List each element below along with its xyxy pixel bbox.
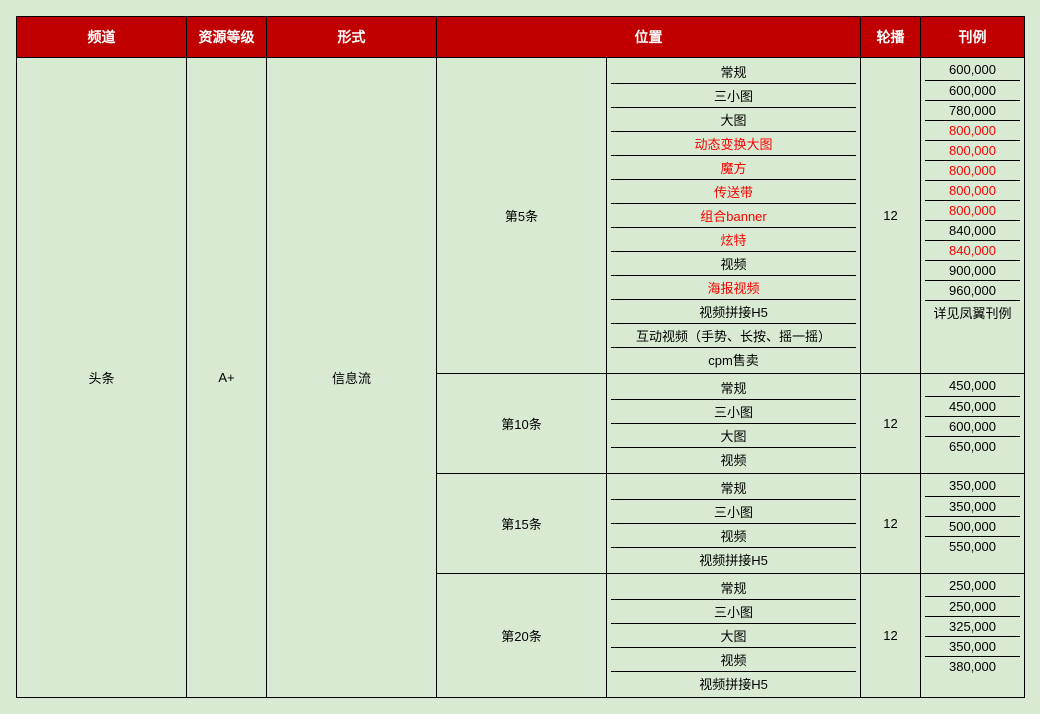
position-item: 常规	[611, 476, 856, 500]
price-cell: 600,000	[925, 416, 1020, 436]
position-item: 视频	[611, 448, 856, 472]
price-cell: 450,000	[925, 376, 1020, 396]
format-cell: 信息流	[267, 58, 437, 698]
price-cell: 550,000	[925, 536, 1020, 556]
price-cell: 350,000	[925, 496, 1020, 516]
position-item: 魔方	[611, 156, 856, 180]
price-cell: 250,000	[925, 596, 1020, 616]
price-cell: 详见凤翼刊例	[925, 300, 1020, 324]
position-item: 三小图	[611, 600, 856, 624]
rotation-cell: 12	[861, 58, 921, 374]
header-price: 刊例	[921, 17, 1025, 58]
position-item: 常规	[611, 376, 856, 400]
price-cell: 350,000	[925, 476, 1020, 496]
price-cell: 600,000	[925, 80, 1020, 100]
position-item: 传送带	[611, 180, 856, 204]
position-item: 视频拼接H5	[611, 672, 856, 696]
pricing-table: 频道 资源等级 形式 位置 轮播 刊例 头条A+信息流第5条常规三小图大图动态变…	[16, 16, 1025, 698]
price-cell: 250,000	[925, 576, 1020, 596]
header-level: 资源等级	[187, 17, 267, 58]
price-cell: 800,000	[925, 140, 1020, 160]
position-item: 组合banner	[611, 204, 856, 228]
price-cell: 800,000	[925, 120, 1020, 140]
price-cell: 500,000	[925, 516, 1020, 536]
table-row: 头条A+信息流第5条常规三小图大图动态变换大图魔方传送带组合banner炫特视频…	[17, 58, 1025, 374]
price-cell: 650,000	[925, 436, 1020, 456]
price-cell: 350,000	[925, 636, 1020, 656]
channel-cell: 头条	[17, 58, 187, 698]
position-group: 第5条	[437, 58, 607, 374]
position-item: 视频	[611, 524, 856, 548]
level-cell: A+	[187, 58, 267, 698]
position-item: 视频	[611, 648, 856, 672]
position-item: 动态变换大图	[611, 132, 856, 156]
position-group: 第15条	[437, 474, 607, 574]
price-cell: 840,000	[925, 240, 1020, 260]
position-item: 大图	[611, 108, 856, 132]
rotation-cell: 12	[861, 374, 921, 474]
price-cell: 900,000	[925, 260, 1020, 280]
position-item: cpm售卖	[611, 348, 856, 372]
position-item: 常规	[611, 576, 856, 600]
position-item: 三小图	[611, 400, 856, 424]
position-item: 视频	[611, 252, 856, 276]
price-cell: 800,000	[925, 180, 1020, 200]
price-cell: 840,000	[925, 220, 1020, 240]
position-item: 大图	[611, 424, 856, 448]
position-item: 三小图	[611, 84, 856, 108]
header-channel: 频道	[17, 17, 187, 58]
position-items: 常规三小图视频视频拼接H5	[607, 474, 861, 574]
price-cell: 800,000	[925, 160, 1020, 180]
position-item: 海报视频	[611, 276, 856, 300]
price-cell: 325,000	[925, 616, 1020, 636]
header-position: 位置	[437, 17, 861, 58]
price-cell: 380,000	[925, 656, 1020, 676]
header-rotation: 轮播	[861, 17, 921, 58]
position-item: 常规	[611, 60, 856, 84]
position-item: 视频拼接H5	[611, 300, 856, 324]
position-item: 三小图	[611, 500, 856, 524]
price-cell: 780,000	[925, 100, 1020, 120]
header-format: 形式	[267, 17, 437, 58]
position-items: 常规三小图大图动态变换大图魔方传送带组合banner炫特视频海报视频视频拼接H5…	[607, 58, 861, 374]
position-item: 炫特	[611, 228, 856, 252]
price-items: 250,000250,000325,000350,000380,000	[921, 574, 1025, 698]
price-items: 450,000450,000600,000650,000	[921, 374, 1025, 474]
price-cell: 600,000	[925, 60, 1020, 80]
position-item: 大图	[611, 624, 856, 648]
position-group: 第20条	[437, 574, 607, 698]
price-cell: 450,000	[925, 396, 1020, 416]
table-header: 频道 资源等级 形式 位置 轮播 刊例	[17, 17, 1025, 58]
table-body: 头条A+信息流第5条常规三小图大图动态变换大图魔方传送带组合banner炫特视频…	[17, 58, 1025, 698]
position-group: 第10条	[437, 374, 607, 474]
price-cell: 960,000	[925, 280, 1020, 300]
position-items: 常规三小图大图视频	[607, 374, 861, 474]
price-items: 600,000600,000780,000800,000800,000800,0…	[921, 58, 1025, 374]
position-items: 常规三小图大图视频视频拼接H5	[607, 574, 861, 698]
price-cell: 800,000	[925, 200, 1020, 220]
position-item: 视频拼接H5	[611, 548, 856, 572]
rotation-cell: 12	[861, 574, 921, 698]
position-item: 互动视频（手势、长按、摇一摇）	[611, 324, 856, 348]
rotation-cell: 12	[861, 474, 921, 574]
price-items: 350,000350,000500,000550,000	[921, 474, 1025, 574]
